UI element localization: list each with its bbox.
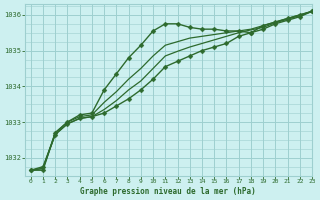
X-axis label: Graphe pression niveau de la mer (hPa): Graphe pression niveau de la mer (hPa) bbox=[81, 187, 256, 196]
